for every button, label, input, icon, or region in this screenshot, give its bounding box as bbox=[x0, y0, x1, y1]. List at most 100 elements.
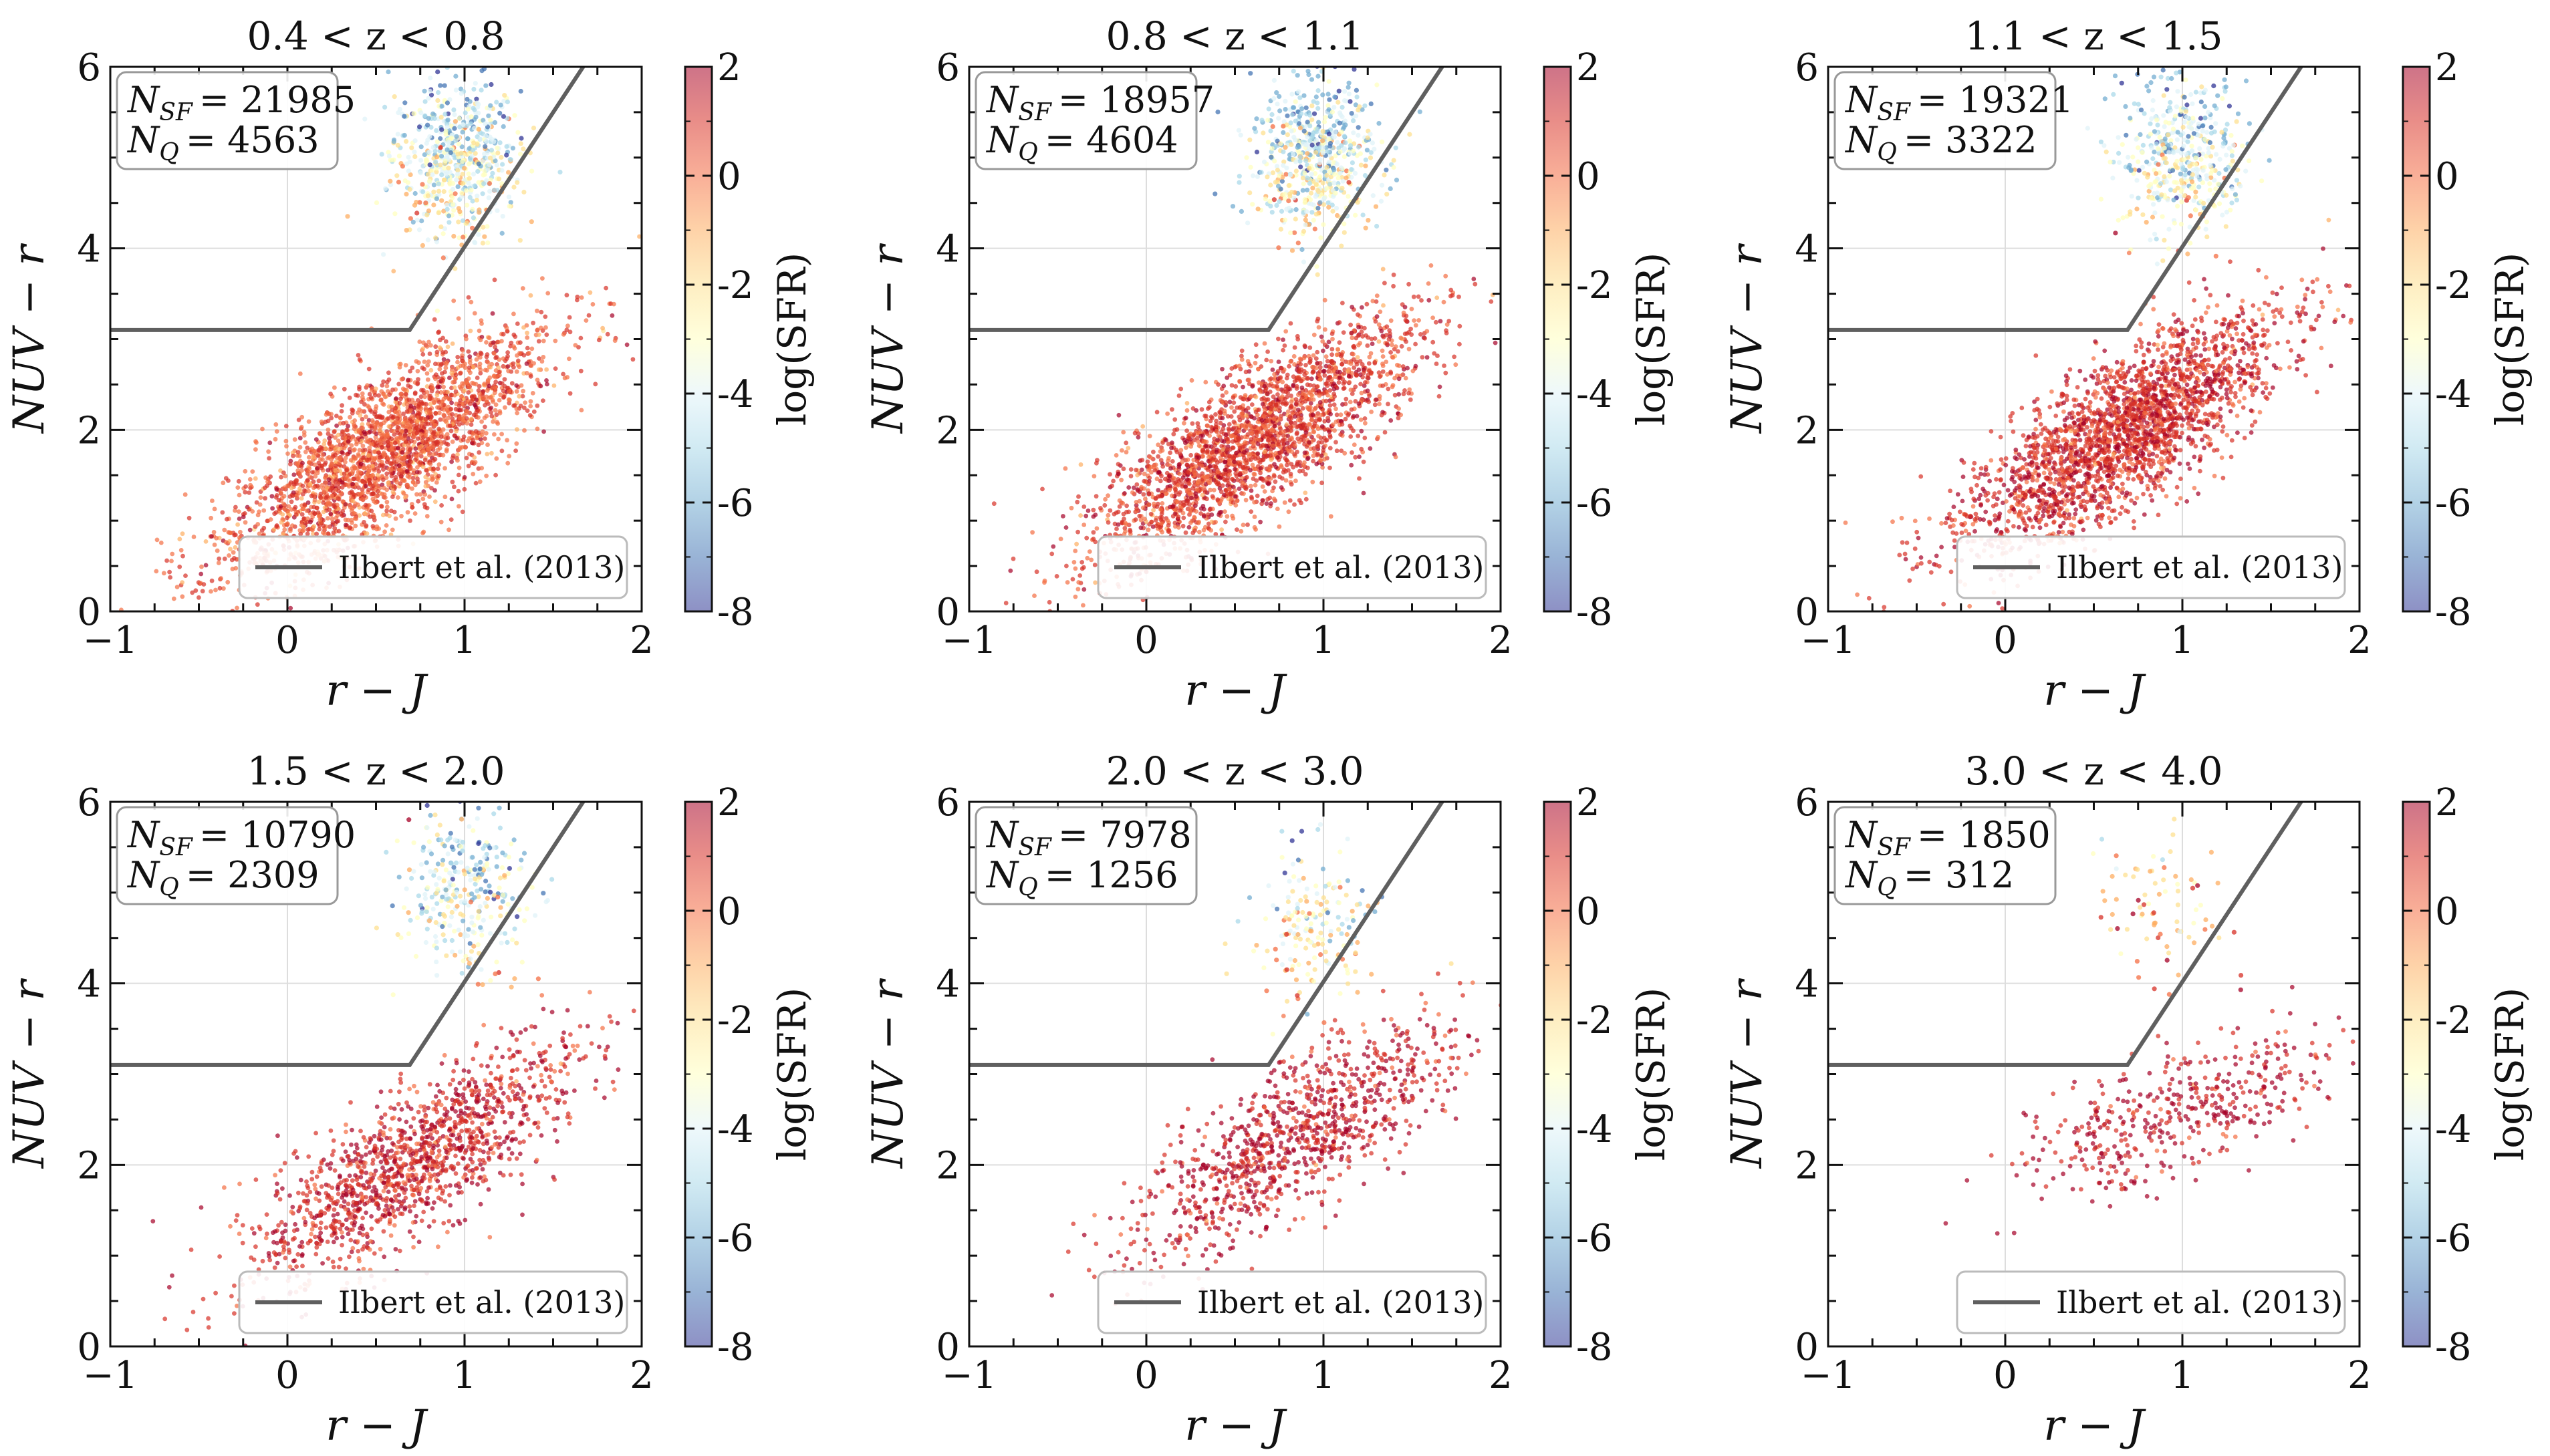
data-point bbox=[305, 469, 311, 474]
data-point bbox=[333, 468, 338, 474]
data-point bbox=[231, 550, 236, 555]
data-point bbox=[346, 424, 350, 429]
data-point bbox=[435, 385, 440, 390]
data-point bbox=[1011, 556, 1016, 561]
data-point bbox=[412, 202, 418, 208]
data-point bbox=[525, 408, 530, 413]
data-point bbox=[529, 363, 534, 368]
data-point bbox=[1363, 163, 1368, 168]
data-point bbox=[1248, 71, 1253, 76]
data-point bbox=[515, 358, 521, 363]
data-point bbox=[340, 403, 344, 408]
data-point bbox=[420, 366, 425, 370]
data-point bbox=[457, 384, 463, 390]
data-point bbox=[1342, 230, 1347, 235]
data-point bbox=[438, 224, 444, 230]
data-point bbox=[233, 545, 238, 550]
data-point bbox=[428, 462, 433, 466]
data-point bbox=[368, 395, 374, 400]
data-point bbox=[340, 429, 345, 434]
data-point bbox=[444, 432, 450, 437]
data-point bbox=[419, 421, 424, 426]
data-point bbox=[424, 384, 430, 389]
data-point bbox=[295, 450, 301, 454]
data-point bbox=[380, 474, 385, 478]
data-point bbox=[1303, 217, 1308, 223]
data-point bbox=[1108, 472, 1112, 477]
data-point bbox=[427, 351, 432, 356]
data-point bbox=[424, 402, 428, 407]
data-point bbox=[484, 473, 489, 478]
data-point bbox=[467, 430, 473, 435]
data-point bbox=[1311, 111, 1317, 116]
data-point bbox=[98, 670, 103, 675]
data-point bbox=[1317, 160, 1323, 166]
data-point bbox=[433, 410, 438, 416]
x-axis-label: r − J bbox=[326, 666, 428, 716]
data-point bbox=[305, 531, 310, 537]
data-point bbox=[440, 399, 444, 404]
data-point bbox=[389, 436, 394, 442]
data-point bbox=[328, 488, 333, 492]
data-point bbox=[336, 488, 341, 494]
data-point bbox=[501, 388, 506, 394]
data-point bbox=[180, 531, 185, 537]
data-point bbox=[436, 447, 440, 452]
data-point bbox=[1268, 128, 1273, 134]
data-point bbox=[422, 113, 428, 118]
data-point bbox=[337, 446, 342, 452]
data-point bbox=[337, 456, 342, 461]
data-point bbox=[1283, 172, 1289, 177]
data-point bbox=[437, 345, 442, 350]
data-point bbox=[368, 515, 373, 519]
data-point bbox=[305, 445, 310, 450]
data-point bbox=[243, 484, 248, 489]
data-point bbox=[1235, 527, 1239, 532]
data-point bbox=[247, 527, 253, 533]
data-point bbox=[1114, 527, 1119, 531]
data-point bbox=[1275, 183, 1281, 189]
data-point bbox=[211, 530, 217, 535]
data-point bbox=[498, 392, 503, 398]
data-point bbox=[1196, 529, 1202, 535]
data-point bbox=[1400, 364, 1406, 369]
data-point bbox=[1281, 130, 1286, 135]
data-point bbox=[1315, 205, 1321, 211]
data-point bbox=[285, 508, 290, 514]
data-point bbox=[517, 238, 523, 243]
data-point bbox=[397, 106, 403, 112]
data-point bbox=[442, 83, 447, 88]
colorbar-tick-label: -2 bbox=[717, 264, 754, 307]
data-point bbox=[1282, 217, 1288, 223]
data-point bbox=[170, 551, 175, 557]
data-point bbox=[382, 104, 388, 110]
data-point bbox=[506, 368, 511, 374]
data-point bbox=[471, 86, 477, 92]
data-point bbox=[408, 384, 413, 390]
data-point bbox=[432, 499, 438, 504]
data-point bbox=[330, 520, 336, 525]
data-point bbox=[408, 404, 413, 409]
data-point bbox=[445, 435, 451, 440]
data-point bbox=[401, 424, 406, 429]
data-point bbox=[395, 132, 400, 137]
data-point bbox=[1343, 140, 1348, 146]
data-point bbox=[354, 473, 360, 478]
data-point bbox=[469, 299, 474, 305]
data-point bbox=[299, 468, 304, 473]
data-point bbox=[541, 355, 546, 359]
data-point bbox=[539, 309, 544, 315]
data-point bbox=[567, 329, 573, 335]
data-point bbox=[439, 172, 444, 178]
data-point bbox=[442, 166, 447, 171]
x-tick-label: 2 bbox=[630, 619, 654, 662]
data-point bbox=[406, 168, 411, 174]
data-point bbox=[433, 159, 438, 164]
data-point bbox=[243, 490, 248, 494]
data-point bbox=[444, 206, 450, 212]
data-point bbox=[1382, 172, 1387, 178]
data-point bbox=[470, 198, 475, 204]
data-point bbox=[1336, 88, 1342, 94]
data-point bbox=[578, 335, 584, 341]
data-point bbox=[284, 444, 289, 449]
